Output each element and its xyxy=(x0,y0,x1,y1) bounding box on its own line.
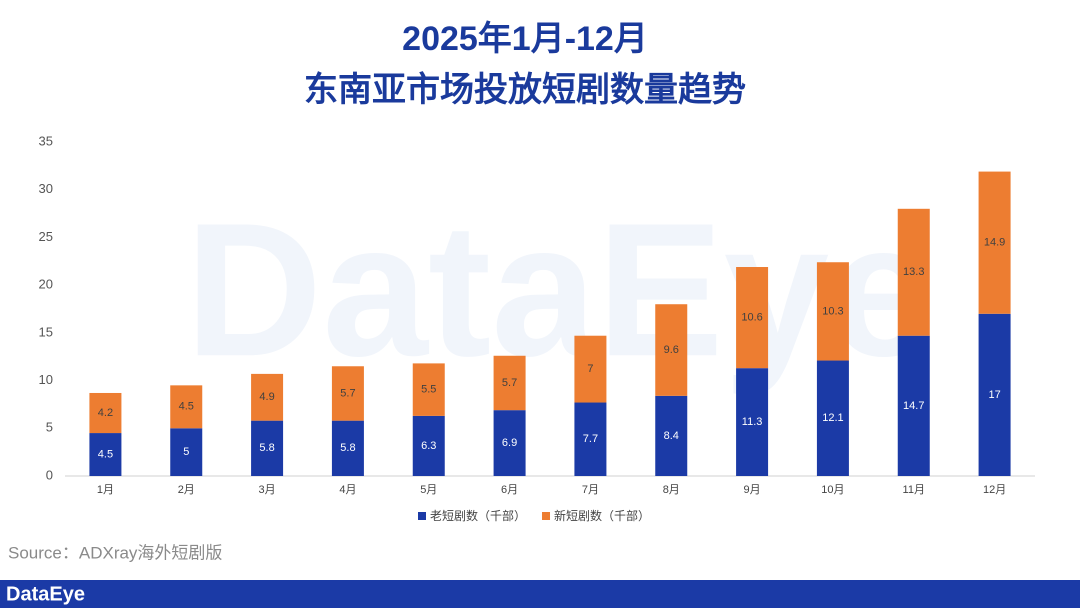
bar-segment xyxy=(574,402,607,476)
data-label: 10.6 xyxy=(741,311,762,323)
legend-marker xyxy=(542,512,551,520)
data-label: 8.4 xyxy=(664,430,679,442)
data-label: 5.5 xyxy=(421,384,436,396)
data-label: 4.5 xyxy=(179,401,194,413)
bar-segment xyxy=(655,304,688,396)
y-tick-label: 20 xyxy=(39,277,53,292)
data-label: 4.5 xyxy=(98,448,113,460)
legend-label: 老短剧数（千部） xyxy=(430,508,526,523)
bar-segment xyxy=(493,355,526,411)
bar-segment xyxy=(89,433,122,476)
x-tick-label: 11月 xyxy=(903,484,925,496)
x-tick-label: 10月 xyxy=(821,484,844,496)
bar-segment xyxy=(816,262,849,361)
bar-segment xyxy=(170,428,203,476)
data-label: 17 xyxy=(988,389,1000,401)
bar-segment xyxy=(170,385,203,429)
source: Source：ADXray海外短剧版 xyxy=(8,543,222,562)
x-tick-label: 8月 xyxy=(663,484,680,496)
data-label: 6.9 xyxy=(502,437,517,449)
y-tick-label: 10 xyxy=(39,372,53,387)
data-label: 11.3 xyxy=(742,416,763,428)
data-label: 4.2 xyxy=(98,407,113,419)
y-tick-label: 30 xyxy=(39,181,53,196)
footer-bar xyxy=(0,580,1080,608)
chart-title: 2025年1月-12月 xyxy=(402,20,648,58)
data-label: 14.7 xyxy=(903,400,924,412)
chart-subtitle: 东南亚市场投放短剧数量趋势 xyxy=(304,70,746,109)
bar-segment xyxy=(493,410,526,476)
bar-segment xyxy=(816,360,849,476)
bar-segment xyxy=(897,208,930,336)
bar-segment xyxy=(331,366,364,421)
data-label: 7.7 xyxy=(583,433,598,445)
bar-segment xyxy=(574,335,607,403)
bar-segment xyxy=(978,171,1011,314)
x-tick-label: 7月 xyxy=(582,484,599,496)
legend-label: 新短剧数（千部） xyxy=(554,508,650,523)
data-label: 7 xyxy=(587,363,593,375)
bar-segment xyxy=(978,313,1011,476)
data-label: 4.9 xyxy=(259,391,274,403)
data-label: 10.3 xyxy=(822,305,843,317)
data-label: 5.8 xyxy=(259,442,274,454)
y-tick-label: 25 xyxy=(39,229,53,244)
legend-marker xyxy=(418,512,426,520)
x-tick-label: 12月 xyxy=(983,484,1006,496)
bar-segment xyxy=(251,373,284,421)
y-tick-label: 15 xyxy=(39,324,53,339)
watermark: DataEye xyxy=(185,184,935,396)
x-tick-label: 9月 xyxy=(744,484,761,496)
data-label: 14.9 xyxy=(984,237,1005,249)
data-label: 5.7 xyxy=(340,387,355,399)
data-label: 9.6 xyxy=(664,344,679,356)
data-label: 5 xyxy=(183,446,189,458)
bar-segment xyxy=(736,368,769,476)
bar-segment xyxy=(736,267,769,369)
bar-segment xyxy=(897,335,930,476)
y-tick-label: 35 xyxy=(39,133,53,148)
x-tick-label: 4月 xyxy=(339,484,356,496)
bar-segment xyxy=(412,415,445,476)
data-label: 5.8 xyxy=(340,442,355,454)
bar-segment xyxy=(331,420,364,476)
bar-segment xyxy=(89,392,122,434)
data-label: 6.3 xyxy=(421,440,436,452)
bar-segment xyxy=(251,420,284,476)
x-tick-label: 1月 xyxy=(97,484,114,496)
y-tick-label: 5 xyxy=(46,420,53,435)
x-tick-label: 5月 xyxy=(420,484,437,496)
x-tick-label: 3月 xyxy=(259,484,276,496)
footer-logo: DataEye xyxy=(6,583,85,605)
data-label: 5.7 xyxy=(502,377,517,389)
x-tick-label: 6月 xyxy=(501,484,518,496)
data-label: 12.1 xyxy=(822,412,843,424)
x-tick-label: 2月 xyxy=(178,484,195,496)
bar-segment xyxy=(655,395,688,476)
bar-segment xyxy=(412,363,445,416)
data-label: 13.3 xyxy=(903,266,924,278)
y-tick-label: 0 xyxy=(46,467,53,482)
